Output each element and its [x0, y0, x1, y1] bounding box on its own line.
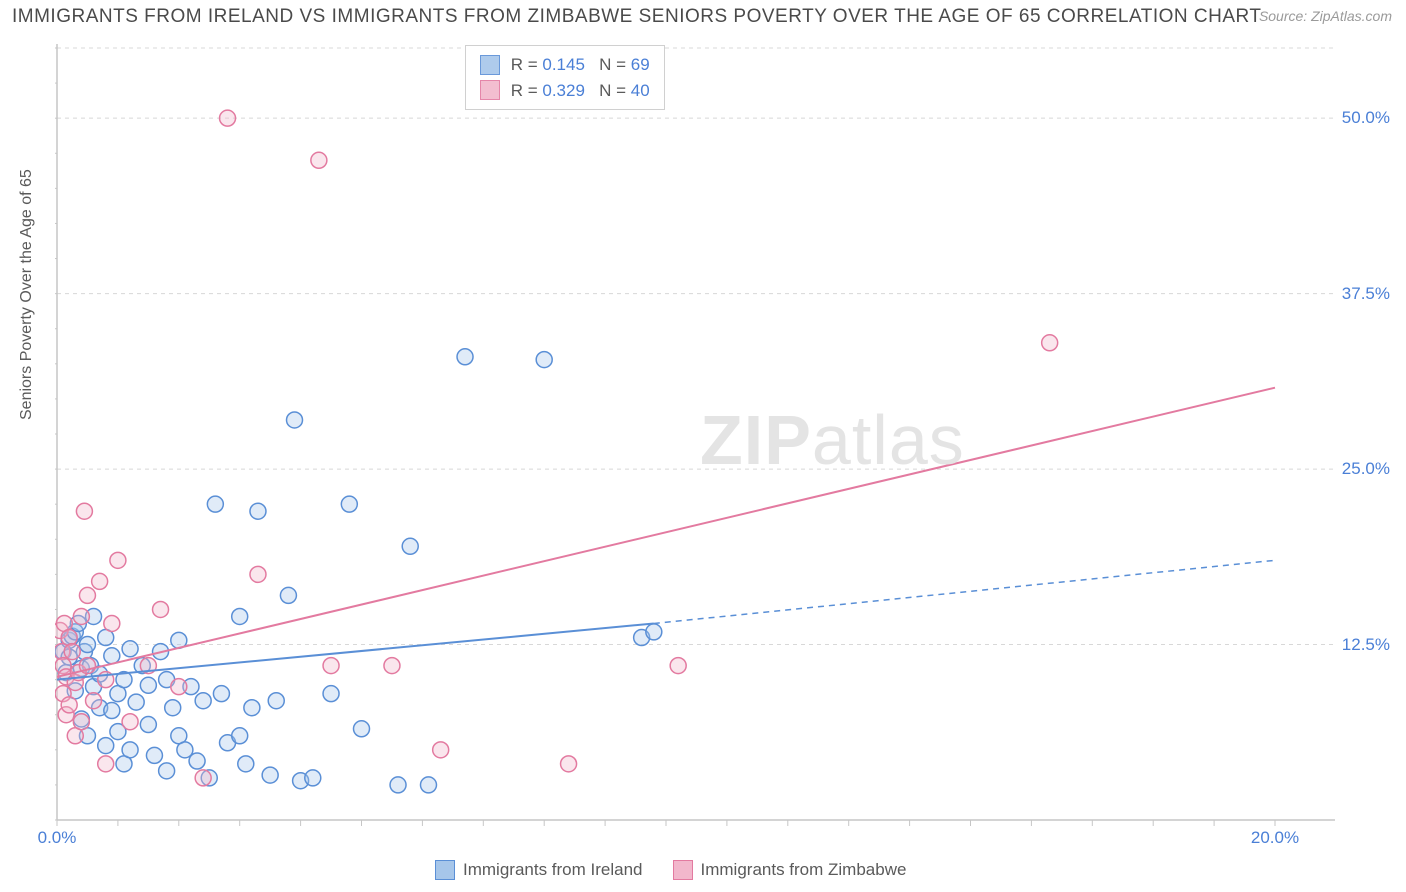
legend-stats: R = 0.145 N = 69 R = 0.329 N = 40: [465, 45, 665, 110]
chart-area: 12.5%25.0%37.5%50.0% 0.0%20.0%: [55, 40, 1390, 850]
y-tick-label: 25.0%: [1342, 459, 1390, 479]
x-tick-label: 20.0%: [1251, 828, 1299, 848]
chart-title: IMMIGRANTS FROM IRELAND VS IMMIGRANTS FR…: [12, 6, 1262, 28]
legend-series-label: Immigrants from Ireland: [463, 860, 643, 880]
legend-series: Immigrants from Ireland Immigrants from Z…: [435, 860, 906, 880]
x-tick-label: 0.0%: [38, 828, 77, 848]
legend-stat-row: R = 0.145 N = 69: [480, 52, 650, 78]
legend-series-item: Immigrants from Zimbabwe: [673, 860, 907, 880]
legend-swatch: [673, 860, 693, 880]
y-tick-label: 12.5%: [1342, 635, 1390, 655]
legend-stat-row: R = 0.329 N = 40: [480, 78, 650, 104]
legend-series-label: Immigrants from Zimbabwe: [701, 860, 907, 880]
legend-series-item: Immigrants from Ireland: [435, 860, 643, 880]
source-attribution: Source: ZipAtlas.com: [1259, 8, 1392, 24]
y-tick-label: 37.5%: [1342, 284, 1390, 304]
scatter-plot: [55, 40, 1335, 850]
legend-swatch: [480, 80, 500, 100]
y-tick-label: 50.0%: [1342, 108, 1390, 128]
legend-swatch: [435, 860, 455, 880]
y-axis-label: Seniors Poverty Over the Age of 65: [18, 169, 36, 420]
legend-swatch: [480, 55, 500, 75]
